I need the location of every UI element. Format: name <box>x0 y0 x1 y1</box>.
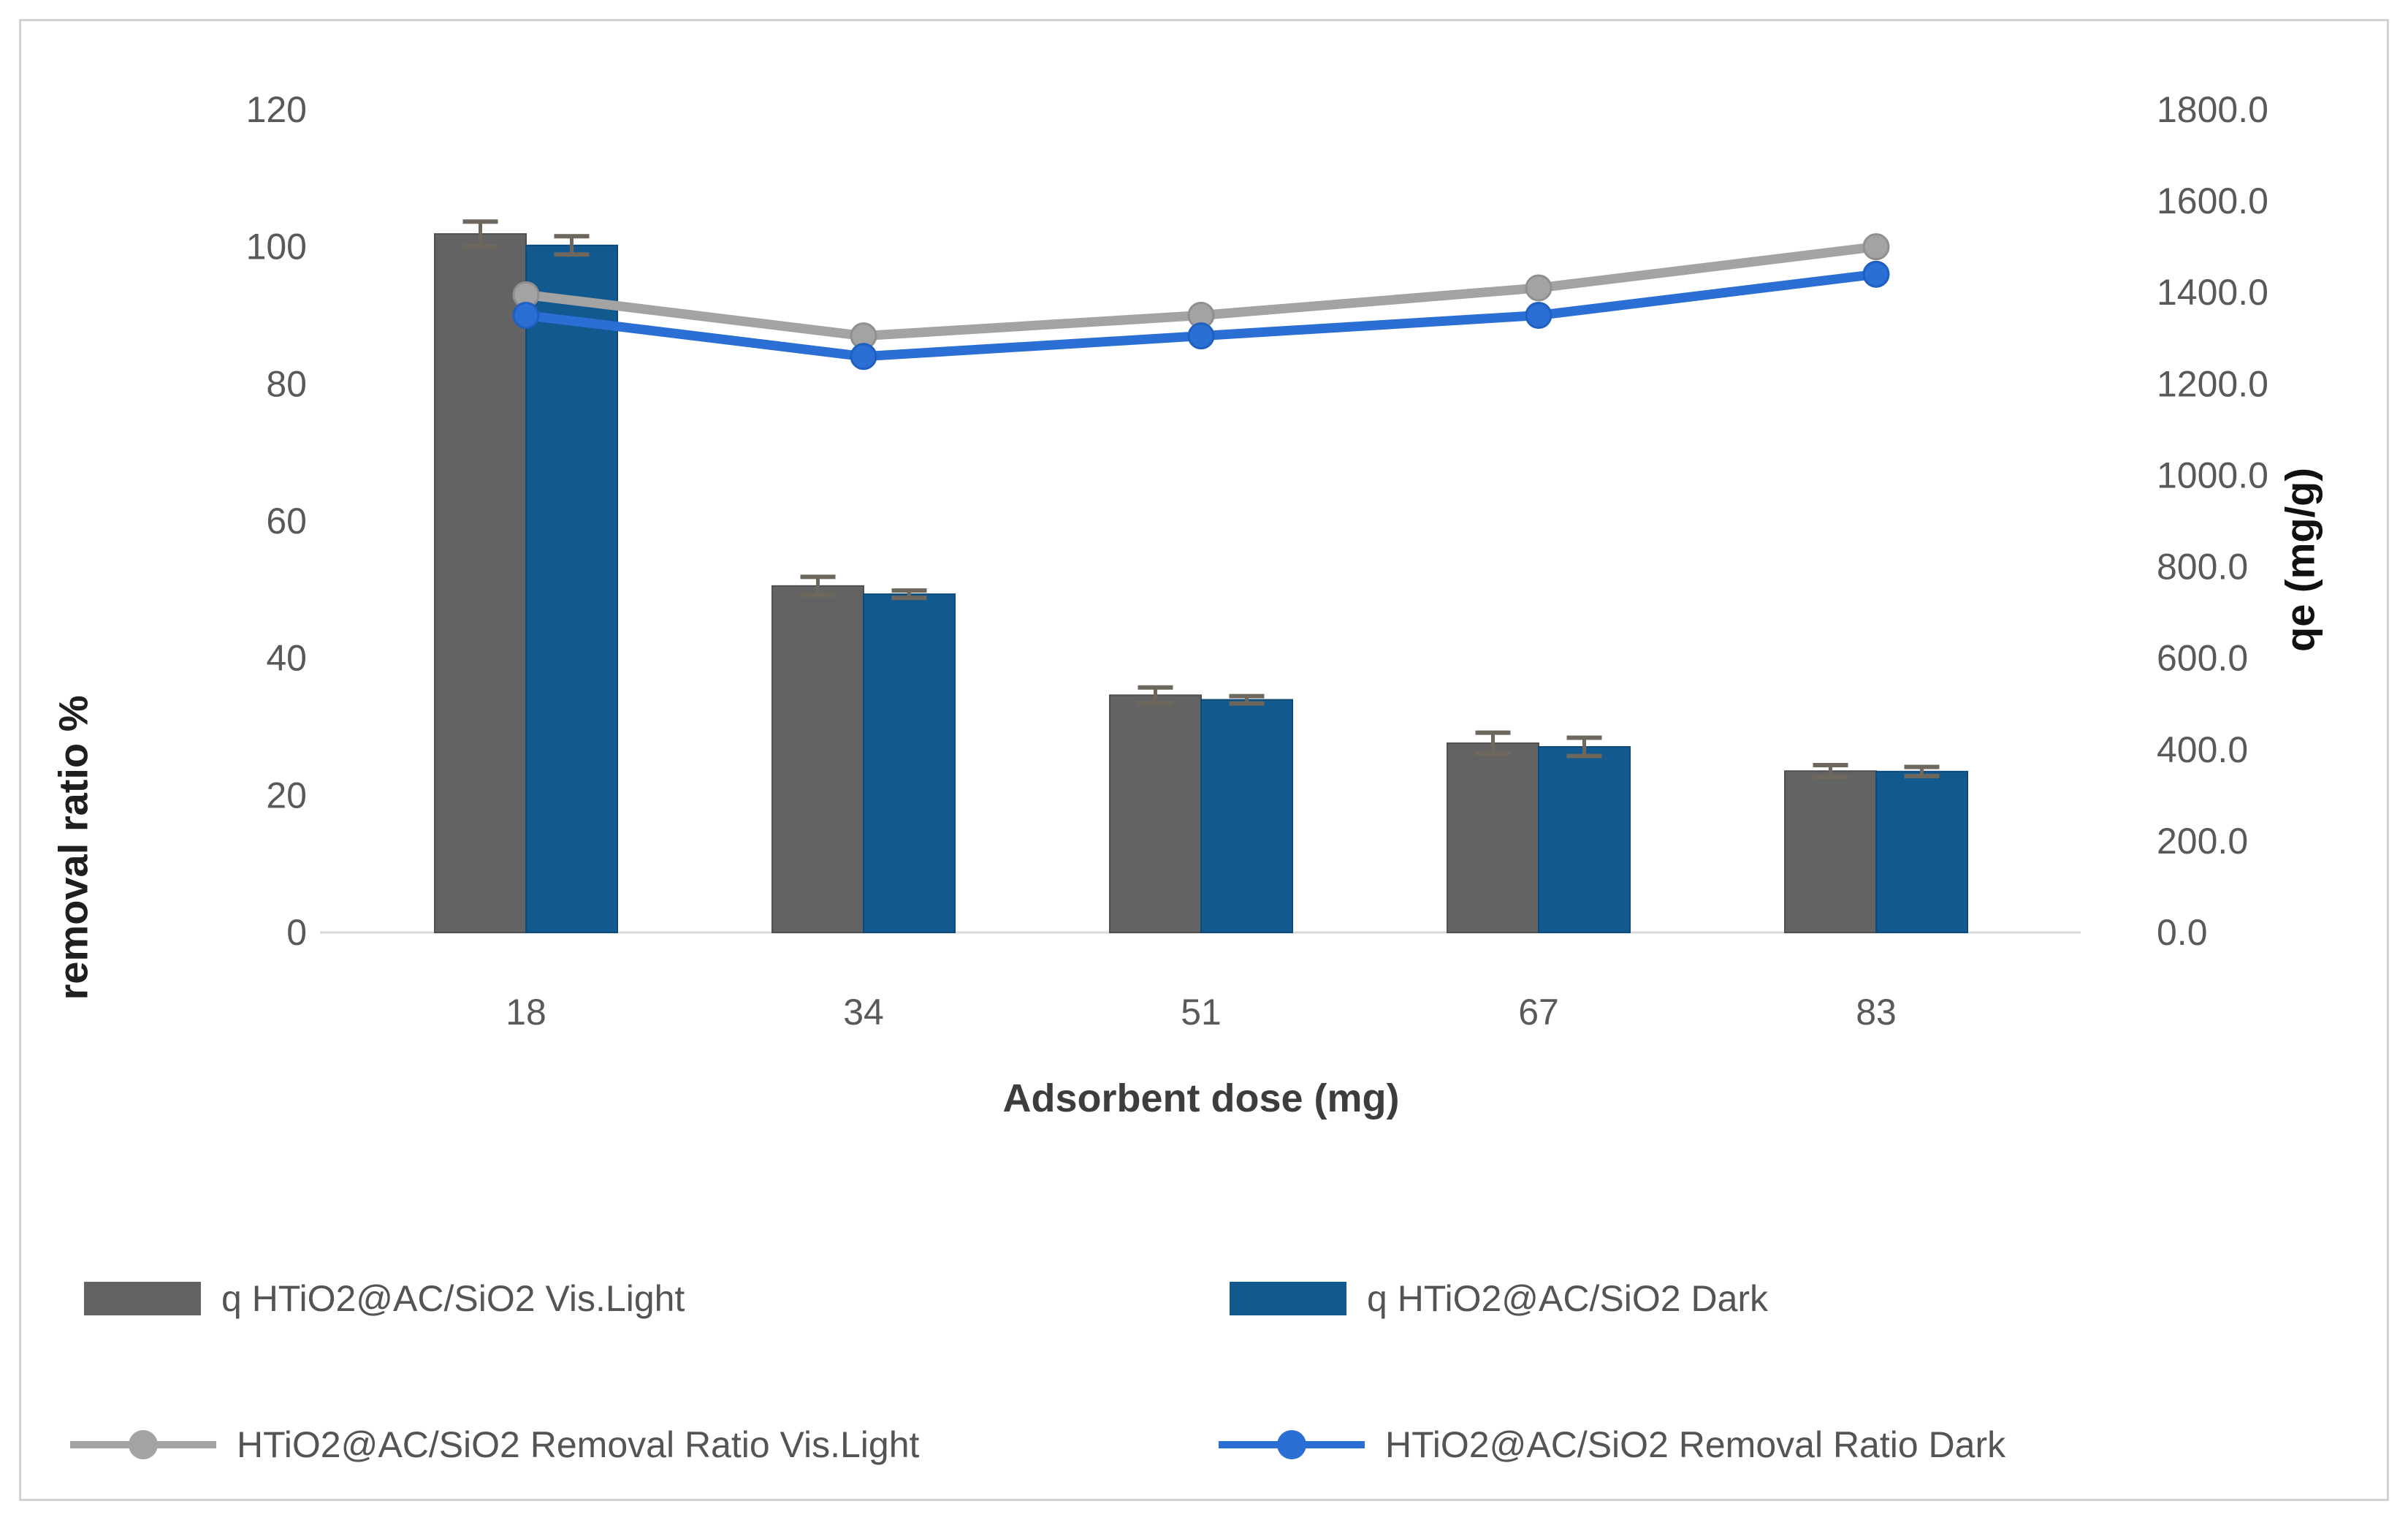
figure-border <box>19 19 2389 1501</box>
x-axis-title: Adsorbent dose (mg) <box>1002 1076 1400 1120</box>
x-axis-tick-label: 18 <box>506 992 546 1033</box>
left-axis-tick-label: 80 <box>266 363 307 404</box>
line-marker <box>850 343 877 370</box>
right-axis-title: qe (mg/g) <box>2276 468 2323 652</box>
legend-line-marker-sample <box>70 1429 216 1461</box>
legend-swatch-bar-dark <box>1230 1282 1346 1315</box>
legend-item-line-vislight: HTiO2@AC/SiO2 Removal Ratio Vis.Light <box>70 1424 919 1466</box>
right-axis-tick-label: 400.0 <box>2157 729 2248 770</box>
x-axis-tick-label: 67 <box>1518 992 1559 1033</box>
right-axis-tick-label: 1000.0 <box>2157 455 2268 495</box>
legend-label: HTiO2@AC/SiO2 Removal Ratio Vis.Light <box>237 1424 920 1465</box>
line-marker <box>1525 274 1552 302</box>
left-axis-tick-label: 40 <box>266 638 307 679</box>
right-axis-tick-label: 1600.0 <box>2157 180 2268 221</box>
bar-vislight <box>1447 742 1539 934</box>
x-axis-tick-label: 51 <box>1181 992 1222 1033</box>
right-axis-tick-label: 200.0 <box>2157 821 2248 862</box>
left-axis-title: removal ratio % <box>50 695 96 1000</box>
bar-vislight <box>434 233 527 933</box>
legend-item-bar-dark: q HTiO2@AC/SiO2 Dark <box>1230 1277 1768 1320</box>
line-marker <box>1862 260 1890 288</box>
line-marker <box>1862 233 1890 261</box>
legend-label: HTiO2@AC/SiO2 Removal Ratio Dark <box>1385 1424 2006 1465</box>
bar-vislight <box>1109 694 1202 933</box>
left-axis-tick-label: 60 <box>266 501 307 542</box>
legend-swatch-bar-vislight <box>84 1282 201 1315</box>
line-marker <box>512 302 540 329</box>
right-axis-tick-label: 1200.0 <box>2157 363 2268 404</box>
left-axis-tick-label: 100 <box>246 227 307 267</box>
right-axis-tick-label: 0.0 <box>2157 912 2208 953</box>
legend-label: q HTiO2@AC/SiO2 Dark <box>1367 1278 1769 1319</box>
bar-vislight <box>771 585 864 934</box>
bar-dark <box>1538 746 1631 933</box>
left-axis-tick-label: 20 <box>266 775 307 816</box>
right-axis-tick-label: 1400.0 <box>2157 272 2268 313</box>
bar-vislight <box>1784 770 1877 933</box>
bar-dark <box>1200 699 1293 933</box>
bar-dark <box>525 244 618 934</box>
x-axis-tick-label: 34 <box>843 992 884 1033</box>
legend-item-line-dark: HTiO2@AC/SiO2 Removal Ratio Dark <box>1219 1424 2005 1466</box>
left-axis-tick-label: 0 <box>286 912 307 953</box>
right-axis-tick-label: 600.0 <box>2157 638 2248 679</box>
line-marker <box>1187 322 1215 350</box>
legend-item-bar-vislight: q HTiO2@AC/SiO2 Vis.Light <box>84 1277 685 1320</box>
right-axis-tick-label: 800.0 <box>2157 547 2248 588</box>
x-axis-tick-label: 83 <box>1856 992 1897 1033</box>
left-axis-tick-label: 120 <box>246 89 307 130</box>
legend-label: q HTiO2@AC/SiO2 Vis.Light <box>221 1278 685 1319</box>
bar-dark <box>863 593 956 933</box>
line-marker <box>1525 302 1552 329</box>
right-axis-tick-label: 1800.0 <box>2157 89 2268 130</box>
bar-dark <box>1875 770 1968 933</box>
legend-line-marker-sample <box>1219 1429 1365 1461</box>
